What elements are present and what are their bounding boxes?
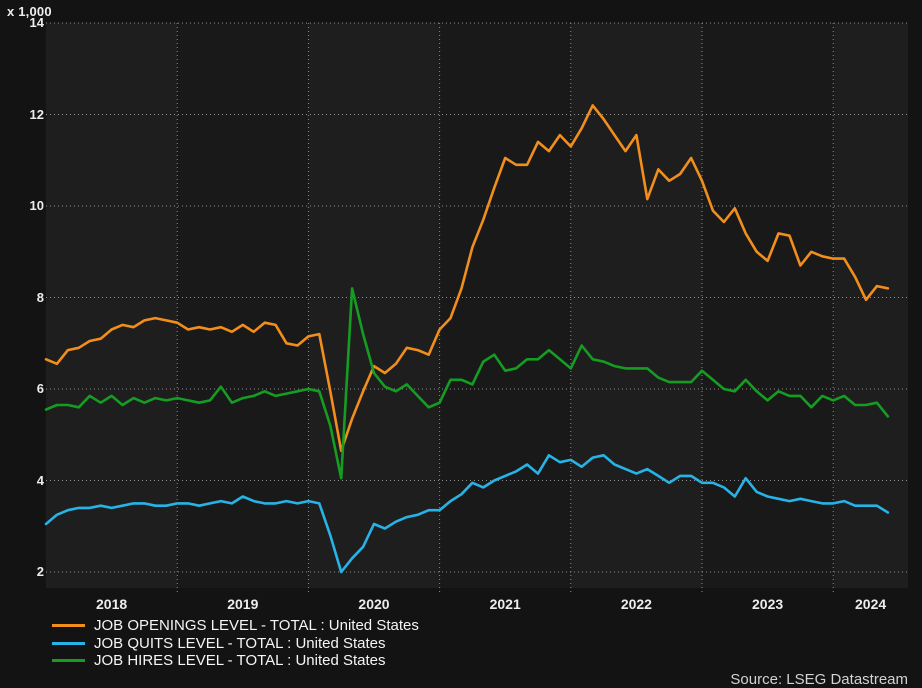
year-band (439, 23, 571, 588)
x-axis-tick-label: 2023 (752, 596, 784, 612)
legend-swatch-quits (52, 641, 85, 645)
y-axis-tick-label: 2 (36, 564, 44, 579)
legend-swatch-hires (52, 659, 85, 663)
year-band (570, 23, 702, 588)
year-band (308, 23, 440, 588)
year-band (46, 23, 178, 588)
x-axis-tick-label: 2024 (855, 596, 887, 612)
y-axis-tick-label: 8 (36, 289, 44, 305)
legend: JOB OPENINGS LEVEL - TOTAL : United Stat… (52, 617, 419, 670)
x-axis-tick-label: 2022 (620, 596, 652, 612)
y-axis-tick-label: 6 (36, 381, 44, 396)
legend-label: JOB HIRES LEVEL - TOTAL : United States (94, 652, 386, 670)
series-line-hires (44, 287, 890, 480)
legend-item-quits: JOB QUITS LEVEL - TOTAL : United States (52, 635, 419, 653)
x-axis-tick-label: 2019 (227, 596, 259, 612)
x-axis-tick-label: 2021 (489, 596, 521, 612)
series-line-openings (44, 104, 890, 453)
y-axis-tick-label: 10 (29, 198, 44, 213)
y-axis-unit-label: x 1,000 (7, 4, 52, 19)
legend-swatch-openings (52, 624, 85, 628)
x-axis-tick-label: 2018 (96, 596, 128, 612)
year-band (702, 23, 834, 588)
y-axis-tick-label: 4 (36, 472, 44, 488)
year-band (177, 23, 309, 588)
legend-item-hires: JOB HIRES LEVEL - TOTAL : United States (52, 652, 419, 670)
x-axis-tick-label: 2020 (358, 596, 390, 612)
source-note: Source: LSEG Datastream (730, 671, 908, 688)
year-band (833, 23, 908, 588)
legend-item-openings: JOB OPENINGS LEVEL - TOTAL : United Stat… (52, 617, 419, 635)
legend-label: JOB OPENINGS LEVEL - TOTAL : United Stat… (94, 617, 419, 635)
y-axis-tick-label: 14 (29, 15, 44, 30)
series-line-quits (44, 453, 890, 574)
y-axis-tick-label: 12 (29, 106, 44, 122)
legend-label: JOB QUITS LEVEL - TOTAL : United States (94, 634, 386, 652)
